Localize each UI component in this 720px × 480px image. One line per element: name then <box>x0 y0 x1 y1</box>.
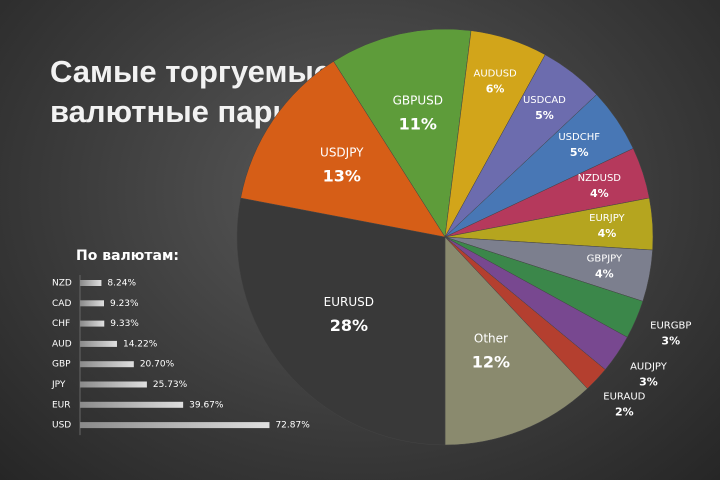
y-tick-label: EUR <box>52 400 71 410</box>
bar-value-label: 9.23% <box>110 299 139 309</box>
bar-value-label: 20.70% <box>140 360 175 370</box>
bar <box>80 401 184 408</box>
bar <box>80 422 270 429</box>
pie-slice <box>240 61 446 238</box>
bar-value-label: 72.87% <box>275 421 310 431</box>
slice-value-label: 3% <box>639 375 658 388</box>
bar <box>80 320 105 327</box>
slice-value-label: 12% <box>472 353 510 372</box>
y-tick-label: USD <box>52 421 71 431</box>
slice-label: USDCAD <box>523 95 566 106</box>
bar <box>80 361 134 368</box>
slice-value-label: 3% <box>661 335 680 348</box>
bar <box>80 280 102 286</box>
pie-slice <box>333 28 472 238</box>
slice-value-label: 11% <box>399 115 437 134</box>
slice-value-label: 28% <box>330 316 368 335</box>
bar-value-label: 25.73% <box>153 380 188 390</box>
slice-label: AUDUSD <box>474 69 518 80</box>
slice-value-label: 4% <box>590 187 609 200</box>
slice-label: NZDUSD <box>578 173 622 184</box>
y-tick-label: GBP <box>52 360 71 370</box>
slice-value-label: 5% <box>535 109 554 122</box>
slice-label: USDCHF <box>558 132 600 143</box>
slice-value-label: 4% <box>595 267 614 280</box>
bar-title: По валютам: <box>76 248 179 264</box>
slice-label: GBPUSD <box>393 94 443 108</box>
chart-title: Самые торгуемые валютные пары <box>50 54 332 129</box>
slice-label: EURAUD <box>603 391 645 402</box>
slice-label: USDJPY <box>320 145 364 159</box>
bar <box>80 381 147 388</box>
slice-label: Other <box>474 332 508 346</box>
y-tick-label: AUD <box>52 339 72 349</box>
y-tick-label: JPY <box>51 380 66 390</box>
bar-value-label: 8.24% <box>107 279 136 289</box>
slice-label: EURUSD <box>324 295 374 309</box>
bar <box>80 340 117 347</box>
slice-label: EURGBP <box>650 321 691 332</box>
y-tick-label: NZD <box>52 279 72 289</box>
slice-label: GBPJPY <box>587 253 623 264</box>
slice-label: EURJPY <box>589 213 625 224</box>
bar-value-label: 14.22% <box>123 339 158 349</box>
slice-label: AUDJPY <box>630 361 668 372</box>
bar <box>80 300 104 307</box>
bar-value-label: 39.67% <box>189 400 224 410</box>
slice-value-label: 6% <box>486 83 505 96</box>
slice-value-label: 4% <box>598 227 617 240</box>
slice-value-label: 5% <box>570 146 589 159</box>
pie-slice <box>444 236 588 446</box>
slice-value-label: 13% <box>323 166 361 185</box>
bar-value-label: 9.33% <box>110 319 139 329</box>
pie-slice <box>236 197 446 446</box>
y-tick-label: CAD <box>52 299 71 309</box>
slice-value-label: 2% <box>615 405 634 418</box>
y-tick-label: CHF <box>52 319 70 329</box>
